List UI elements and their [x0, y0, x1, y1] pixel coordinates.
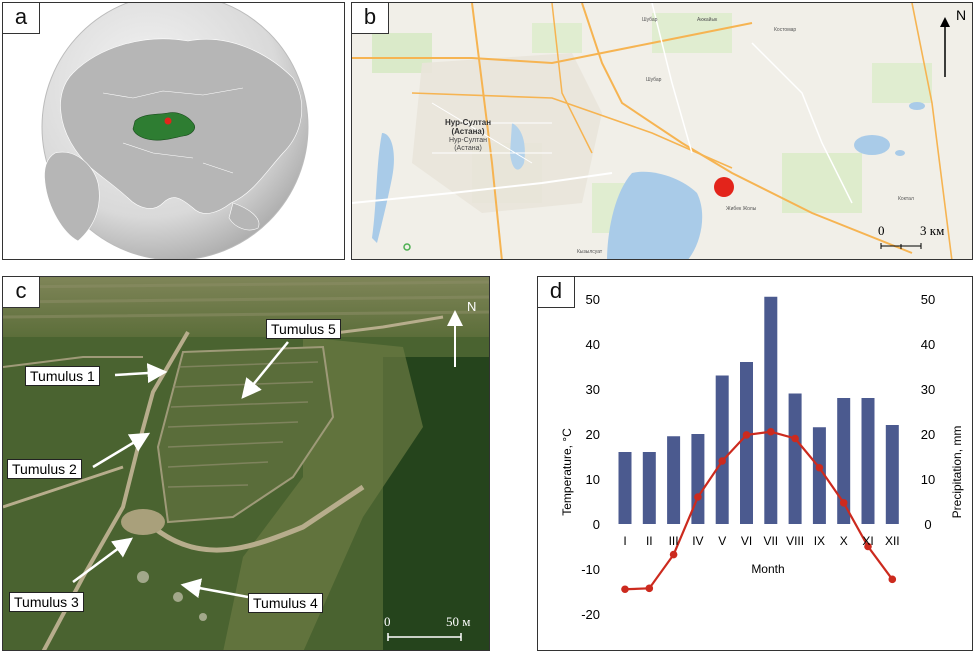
y-left-tick-label: -10: [581, 562, 600, 577]
scale-value: 3 км: [920, 223, 945, 238]
temperature-point: [767, 427, 775, 436]
x-category-label: VII: [763, 534, 778, 548]
precipitation-bar: [812, 427, 826, 524]
place-label: Костомар: [774, 27, 797, 33]
y-left-tick-label: 30: [586, 382, 600, 397]
landmass-se-asia: [228, 202, 260, 231]
place-label: Акжайык: [697, 17, 718, 23]
panel-a-globe: a: [2, 2, 345, 260]
tumulus-4-label: Tumulus 4: [248, 593, 323, 613]
x-category-label: III: [669, 534, 679, 548]
y-axis-left-label: Temperature, °C: [560, 428, 574, 516]
temperature-point: [694, 493, 702, 501]
scale-value-sat: 50 м: [446, 614, 471, 629]
tumulus-5-label: Tumulus 5: [266, 319, 341, 339]
scale-bar: [880, 243, 922, 249]
tumulus-arrows: [72, 310, 463, 641]
site-marker-globe: [164, 117, 172, 125]
kazakhstan-shape: [132, 112, 195, 141]
y-right-tick-label: 40: [921, 337, 935, 352]
x-category-label: XI: [862, 534, 873, 548]
north-label: N: [956, 7, 967, 23]
x-category-label: IX: [814, 534, 825, 548]
y-right-tick-label: 0: [924, 517, 931, 532]
tumulus-1-label: Tumulus 1: [25, 366, 100, 386]
temperature-point: [645, 584, 654, 593]
precipitation-bar: [740, 362, 753, 524]
precipitation-bar: [667, 436, 681, 524]
y-right-tick-label: 50: [921, 292, 935, 307]
city-name-line1: Нур-Султан: [444, 118, 492, 127]
tumulus-2-label: Tumulus 2: [7, 459, 82, 479]
water-lake-large: [607, 171, 703, 259]
y-left-tick-label: 50: [586, 292, 600, 307]
temperature-line: [624, 430, 894, 591]
x-category-label: IV: [692, 534, 703, 548]
precipitation-bar: [715, 375, 729, 524]
precipitation-bar: [642, 452, 656, 524]
landmass-africa: [44, 151, 100, 242]
y-left-tick-label: 0: [593, 517, 600, 532]
globe-image: [41, 3, 309, 259]
panel-b-label: b: [352, 3, 389, 34]
street-map-image: [352, 3, 953, 259]
y-axis-right-label: Precipitation, mm: [950, 426, 964, 519]
temperature-point: [718, 457, 726, 465]
cemetery-area: [156, 345, 335, 524]
y-left-tick-label: -20: [581, 607, 600, 622]
city-subname-line1: Нур-Султан: [448, 137, 488, 144]
panel-c-label: c: [3, 277, 40, 308]
y-left-tick-label: 10: [586, 472, 600, 487]
x-category-label: VIII: [786, 534, 804, 548]
x-category-label: VI: [741, 534, 752, 548]
y-left-tick-label: 20: [586, 427, 600, 442]
panel-c-satellite: c: [2, 276, 490, 651]
precipitation-bar: [861, 398, 875, 524]
place-label: Кызылсуат: [577, 249, 603, 255]
tumulus-3-label: Tumulus 3: [9, 592, 84, 612]
y-left-tick-label: 40: [586, 337, 600, 352]
panel-b-map: b Нур-Султан (Астана): [351, 2, 973, 260]
city-name-line2: (Астана): [451, 127, 485, 136]
site-marker-map: [714, 177, 734, 197]
north-arrow-icon: [940, 17, 950, 77]
x-axis-label: Month: [751, 562, 784, 576]
temperature-point: [791, 434, 799, 443]
precipitation-bar: [837, 398, 851, 524]
x-category-label: V: [718, 534, 726, 548]
x-category-label: X: [840, 534, 848, 548]
temperature-point: [669, 550, 678, 559]
precipitation-bar: [691, 434, 705, 524]
y-right-tick-label: 10: [921, 472, 935, 487]
place-label: Коктал: [898, 196, 914, 202]
y-right-tick-label: 20: [921, 427, 935, 442]
scale-zero: 0: [878, 223, 885, 238]
x-category-label: XII: [885, 534, 900, 548]
temperature-point: [864, 542, 872, 551]
scale-zero-sat: 0: [384, 614, 391, 629]
x-category-label: II: [646, 534, 653, 548]
precipitation-bar: [788, 393, 802, 524]
city-subname-line2: (Астана): [454, 145, 482, 152]
north-label-sat: N: [467, 299, 477, 314]
temperature-point: [742, 431, 751, 439]
panel-a-label: a: [3, 3, 40, 34]
temperature-point: [888, 575, 897, 584]
panel-d-label: d: [538, 277, 575, 308]
x-category-label: I: [623, 534, 626, 548]
panel-d-climate-chart: d -20 -10 0 10 20 30 40 50 0 10 20 30 40 50 I II III IV…: [537, 276, 973, 651]
precipitation-bar: [885, 425, 899, 524]
place-label: Жибек Жолы: [726, 206, 757, 212]
place-label: Шубар: [646, 77, 662, 83]
temperature-point: [839, 499, 848, 507]
precipitation-bar: [618, 452, 632, 524]
place-label: Шубар: [642, 17, 658, 23]
y-right-tick-label: 30: [921, 382, 935, 397]
temperature-point: [815, 463, 824, 472]
temperature-point: [621, 585, 629, 594]
precipitation-bar: [764, 296, 778, 524]
satellite-image: [3, 277, 489, 650]
